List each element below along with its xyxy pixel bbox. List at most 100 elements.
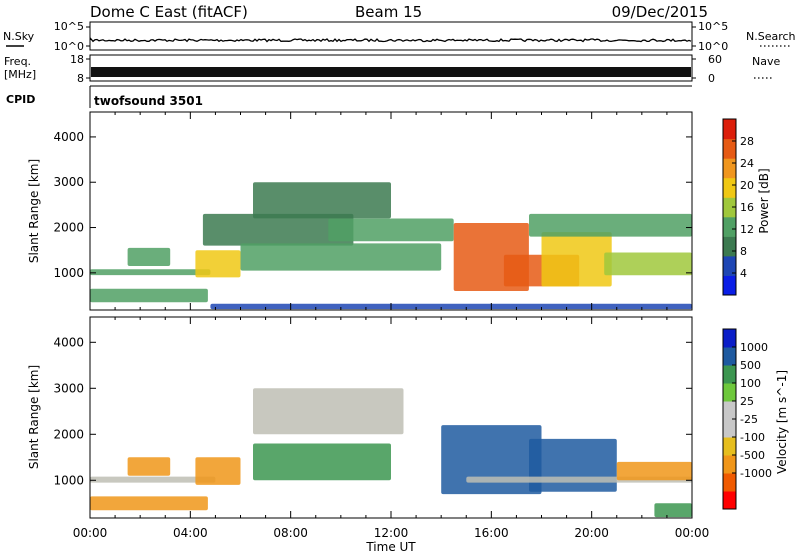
cpid-value: twofsound 3501 bbox=[94, 94, 203, 108]
velocity-colorbar-swatch bbox=[723, 347, 736, 366]
power-colorbar-swatch bbox=[723, 216, 736, 237]
velocity-ytick-label: 1000 bbox=[53, 473, 84, 487]
velocity-echo-region bbox=[253, 443, 391, 481]
velocity-colorbar-swatch bbox=[723, 401, 736, 420]
power-echo-region bbox=[127, 247, 171, 266]
power-colorbar-tick-label: 24 bbox=[740, 157, 754, 170]
xaxis-label: Time UT bbox=[365, 540, 416, 554]
freq-tick-upper: 18 bbox=[70, 53, 84, 66]
velocity-colorbar-tick-label: 1000 bbox=[740, 341, 768, 354]
freq-panel: 18 8 60 0 Freq. [MHz] Nave bbox=[4, 53, 780, 85]
velocity-echo-region bbox=[253, 388, 404, 435]
freq-label: Freq. bbox=[4, 55, 31, 68]
power-echo-region bbox=[253, 182, 391, 219]
noise-tick-lower-right: 10^0 bbox=[698, 40, 728, 53]
power-echo-region bbox=[604, 252, 692, 276]
power-colorbar-tick-label: 28 bbox=[740, 135, 754, 148]
xtick-label: 12:00 bbox=[374, 526, 409, 540]
velocity-echo-region bbox=[90, 476, 216, 483]
velocity-echo-region bbox=[441, 425, 542, 495]
velocity-colorbar-tick-label: -500 bbox=[740, 449, 765, 462]
power-echo-region bbox=[195, 250, 241, 278]
power-colorbar-swatch bbox=[723, 275, 736, 296]
nave-label: Nave bbox=[752, 55, 780, 68]
velocity-ytick-label: 3000 bbox=[53, 381, 84, 395]
velocity-colorbar-swatch bbox=[723, 365, 736, 384]
power-ylabel: Slant Range [km] bbox=[27, 159, 41, 263]
velocity-echo-region bbox=[654, 503, 692, 518]
velocity-colorbar-tick-label: -100 bbox=[740, 431, 765, 444]
velocity-colorbar-swatch bbox=[723, 473, 736, 492]
nsearch-label: N.Search bbox=[746, 30, 796, 43]
power-colorbar-swatch bbox=[723, 119, 736, 140]
date-label: 09/Dec/2015 bbox=[612, 3, 708, 21]
velocity-colorbar-tick-label: 25 bbox=[740, 395, 754, 408]
velocity-ytick-label: 2000 bbox=[53, 427, 84, 441]
xtick-label: 20:00 bbox=[574, 526, 609, 540]
velocity-echo-region bbox=[195, 457, 241, 485]
plot-title: Dome C East (fitACF) bbox=[90, 3, 248, 21]
power-echo-region bbox=[541, 232, 612, 287]
power-echo-region bbox=[529, 213, 692, 237]
power-colorbar: 4 8 12 16 20 24 28 Power [dB] bbox=[722, 118, 771, 296]
beam-label: Beam 15 bbox=[355, 3, 422, 21]
power-echo-region bbox=[328, 218, 454, 242]
noise-tick-upper-right: 10^5 bbox=[698, 20, 728, 33]
velocity-colorbar-swatch bbox=[723, 491, 736, 510]
cpid-row: CPID twofsound 3501 bbox=[6, 85, 692, 108]
power-colorbar-tick-label: 20 bbox=[740, 179, 754, 192]
power-ytick-label: 1000 bbox=[53, 266, 84, 280]
power-colorbar-label: Power [dB] bbox=[757, 168, 771, 233]
xtick-label: 00:00 bbox=[675, 526, 710, 540]
velocity-colorbar-tick-label: 100 bbox=[740, 377, 761, 390]
power-echo-region bbox=[210, 303, 692, 310]
xtick-label: 08:00 bbox=[273, 526, 308, 540]
power-panel: 1000 2000 3000 4000 Slant Range [km] bbox=[27, 111, 693, 311]
velocity-colorbar: 1000 500 100 25 -25 -100 -500 -1000 Velocity [m… bbox=[722, 328, 789, 510]
power-echo-region bbox=[90, 269, 211, 276]
freq-tick-lower: 8 bbox=[77, 72, 84, 85]
power-colorbar-swatch bbox=[723, 255, 736, 276]
velocity-colorbar-swatch bbox=[723, 437, 736, 456]
noise-tick-upper: 10^5 bbox=[54, 20, 84, 33]
xtick-label: 16:00 bbox=[474, 526, 509, 540]
power-ytick-label: 4000 bbox=[53, 130, 84, 144]
time-axis: 00:00 04:00 08:00 12:00 16:00 20:00 00:00 bbox=[73, 526, 710, 540]
velocity-colorbar-tick-label: -25 bbox=[740, 413, 758, 426]
power-colorbar-tick-label: 4 bbox=[740, 267, 747, 280]
velocity-colorbar-swatch bbox=[723, 455, 736, 474]
power-ytick-label: 3000 bbox=[53, 175, 84, 189]
noise-tick-lower: 10^0 bbox=[54, 40, 84, 53]
power-colorbar-tick-label: 16 bbox=[740, 201, 754, 214]
velocity-echo-region bbox=[616, 461, 693, 481]
cpid-label: CPID bbox=[6, 93, 35, 106]
power-colorbar-tick-label: 12 bbox=[740, 223, 754, 236]
velocity-panel: 1000 2000 3000 4000 Slant Range [km] bbox=[27, 316, 693, 519]
nsky-label: N.Sky bbox=[3, 30, 35, 43]
noise-trace-line bbox=[90, 37, 692, 43]
xtick-label: 04:00 bbox=[173, 526, 208, 540]
freq-unit: [MHz] bbox=[4, 68, 36, 81]
velocity-colorbar-swatch bbox=[723, 329, 736, 348]
velocity-ytick-label: 4000 bbox=[53, 335, 84, 349]
velocity-colorbar-swatch bbox=[723, 383, 736, 402]
velocity-ylabel: Slant Range [km] bbox=[27, 365, 41, 469]
xtick-label: 00:00 bbox=[73, 526, 108, 540]
velocity-echo-region bbox=[529, 438, 617, 492]
power-echo-region bbox=[240, 243, 442, 271]
nave-tick-upper: 60 bbox=[708, 53, 722, 66]
power-colorbar-swatch bbox=[723, 177, 736, 198]
noise-panel: 10^5 10^0 10^5 10^0 N.Sky N.Search bbox=[3, 20, 796, 53]
power-colorbar-tick-label: 8 bbox=[740, 245, 747, 258]
power-colorbar-swatch bbox=[723, 236, 736, 257]
power-colorbar-swatch bbox=[723, 197, 736, 218]
nave-tick-lower: 0 bbox=[708, 72, 715, 85]
velocity-colorbar-label: Velocity [m s^-1] bbox=[775, 370, 789, 474]
velocity-echo-region bbox=[127, 457, 171, 476]
velocity-echo-region bbox=[90, 496, 208, 511]
power-echo-region bbox=[202, 213, 354, 246]
velocity-colorbar-tick-label: -1000 bbox=[740, 467, 772, 480]
power-echo-region bbox=[90, 288, 208, 303]
freq-trace bbox=[91, 67, 691, 77]
